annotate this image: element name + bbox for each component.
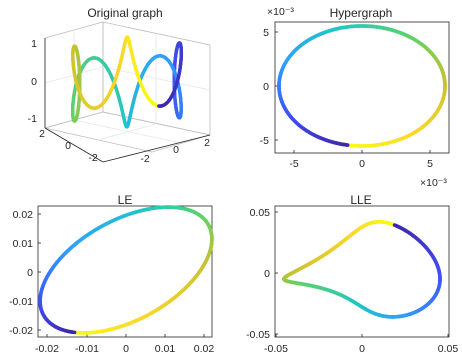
title-lle: LLE [350, 193, 371, 207]
y-tick-label: 0 [264, 268, 270, 280]
y-tick-label: -2 [140, 153, 149, 165]
y-tick-label: 5 [263, 27, 269, 39]
x-tick-label: -0.02 [35, 343, 59, 355]
x-tick-label: 5 [427, 158, 433, 170]
panel-hypergraph: Hypergraph ×10⁻³ ×10⁻³ -5 0 5 5 0 -5 [260, 6, 450, 189]
z-tick-label: 1 [31, 38, 37, 50]
series-curve-3d [70, 35, 184, 129]
panel-le: LE -0.02 -0.01 0 0.01 0.02 0.02 0.01 0 -… [9, 193, 214, 355]
x-tick-label: 0 [359, 343, 365, 355]
y-tick-label: 0.05 [250, 207, 271, 219]
ticks-le [38, 213, 205, 337]
grid-line [102, 66, 211, 91]
y-tick-label: -0.01 [9, 296, 33, 308]
title-original-graph: Original graph [87, 6, 162, 20]
title-le: LE [118, 193, 133, 207]
series-curve-hypergraph [277, 24, 447, 148]
y-tick-label: 0 [27, 267, 33, 279]
x-tick-label: 0 [65, 140, 71, 152]
y-tick-label: 2 [204, 137, 210, 149]
y-tick-label: 0 [263, 81, 269, 93]
plot-area-le [37, 205, 213, 338]
y-tick-label: -0.05 [246, 329, 270, 341]
x-tick-label: 0.01 [155, 343, 176, 355]
y-axis-line [44, 127, 104, 163]
x-tick-label: 0.05 [438, 343, 459, 355]
x-axis-line [102, 134, 211, 163]
x-tick-label: -0.05 [264, 343, 288, 355]
x-exponent-label: ×10⁻³ [420, 177, 447, 189]
x-tick-label: -2 [88, 152, 97, 164]
x-tick-label: 2 [39, 128, 45, 140]
y-tick-label: 0.02 [13, 209, 34, 221]
ticks-hypergraph [275, 31, 431, 153]
panel-lle: LLE -0.05 0 0.05 0.05 0 -0.05 [246, 193, 458, 355]
y-tick-label: -5 [260, 135, 269, 147]
x-tick-label: -0.01 [75, 343, 99, 355]
z-tick-label: -1 [28, 113, 37, 125]
y-tick-label: 0.01 [13, 238, 34, 250]
y-tick-label: -0.02 [9, 325, 33, 337]
series-curve-le [38, 205, 214, 335]
x-tick-label: 0 [123, 343, 129, 355]
y-exponent-label: ×10⁻³ [267, 6, 294, 18]
ticks-lle [275, 211, 449, 337]
panel-original-graph: Original graph 1 0 -1 2 0 -2 -2 0 2 [28, 6, 211, 165]
z-tick-label: 0 [31, 76, 37, 88]
x-tick-label: 0 [359, 158, 365, 170]
series-curve-lle [282, 220, 442, 319]
x-tick-label: 0.02 [194, 343, 215, 355]
y-tick-label: 0 [173, 144, 179, 156]
grid-line [97, 123, 157, 141]
title-hypergraph: Hypergraph [330, 6, 393, 20]
x-tick-label: -5 [289, 158, 298, 170]
plot-area-hypergraph [274, 21, 450, 154]
